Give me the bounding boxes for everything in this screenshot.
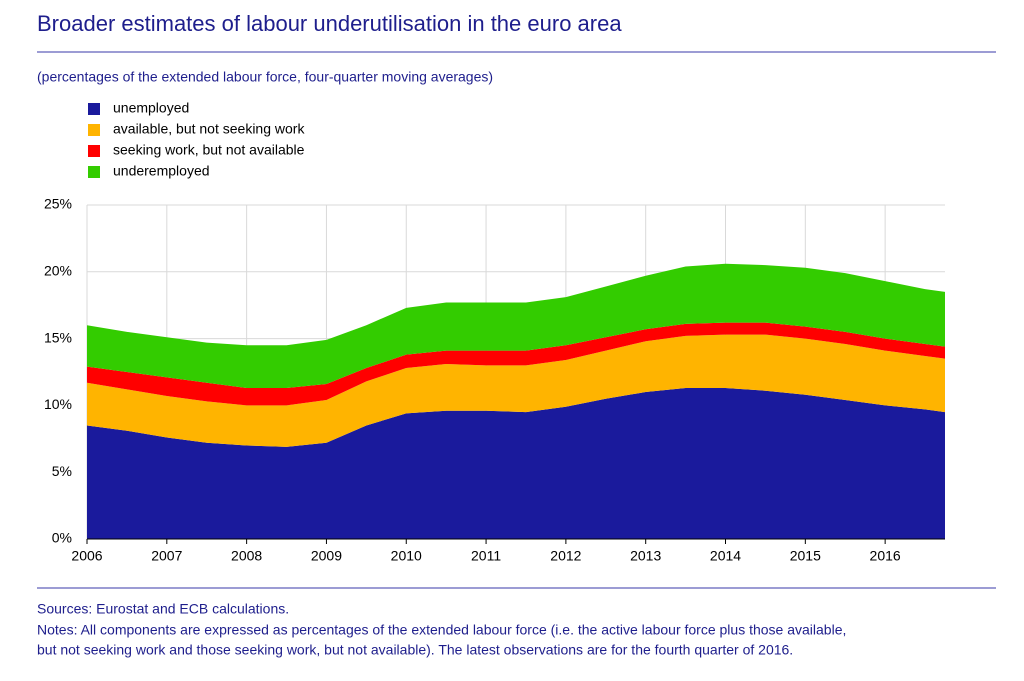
legend-swatch: [88, 145, 100, 157]
x-tick-label: 2011: [471, 548, 501, 564]
notes: Notes: All components are expressed as p…: [37, 622, 846, 638]
sources: Sources: Eurostat and ECB calculations.: [37, 601, 289, 617]
legend-label: underemployed: [113, 163, 210, 179]
y-tick-label: 0%: [52, 530, 72, 546]
y-tick-label: 10%: [44, 396, 72, 412]
chart-title: Broader estimates of labour underutilisa…: [37, 11, 622, 36]
legend-label: seeking work, but not available: [113, 142, 305, 158]
x-tick-label: 2013: [630, 548, 661, 564]
x-tick-label: 2012: [550, 548, 581, 564]
x-tick-label: 2007: [151, 548, 182, 564]
x-tick-label: 2015: [790, 548, 821, 564]
x-tick-label: 2008: [231, 548, 262, 564]
notes: but not seeking work and those seeking w…: [37, 642, 793, 658]
area: [87, 388, 945, 539]
legend-label: available, but not seeking work: [113, 121, 305, 137]
y-tick-label: 15%: [44, 329, 72, 345]
x-tick-label: 2009: [311, 548, 342, 564]
legend-swatch: [88, 124, 100, 136]
y-tick-label: 5%: [52, 463, 72, 479]
chart-subtitle: (percentages of the extended labour forc…: [37, 69, 493, 85]
x-tick-label: 2010: [391, 548, 422, 564]
x-tick-label: 2016: [870, 548, 901, 564]
legend-label: unemployed: [113, 100, 189, 116]
legend-swatch: [88, 166, 100, 178]
area: [87, 322, 945, 406]
y-tick-label: 20%: [44, 263, 72, 279]
area: [87, 334, 945, 447]
x-tick-label: 2014: [710, 548, 741, 564]
area: [87, 263, 945, 389]
x-tick-label: 2006: [71, 548, 102, 564]
y-tick-label: 25%: [44, 196, 72, 212]
legend-swatch: [88, 103, 100, 115]
